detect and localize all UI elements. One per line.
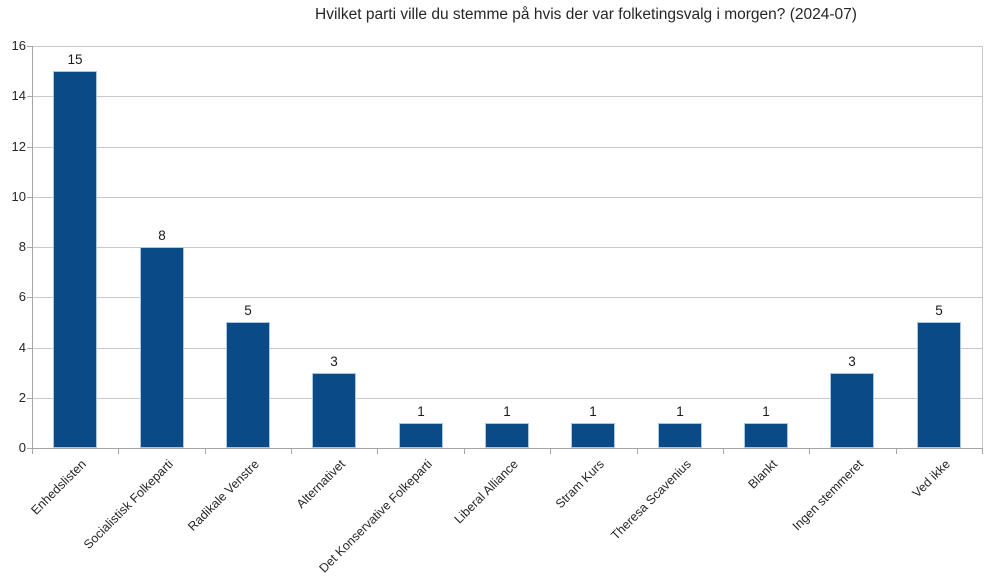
bar-det-konservative-folkeparti	[399, 423, 443, 448]
y-axis-tick-label: 8	[18, 239, 26, 254]
x-axis-tick-mark	[809, 449, 810, 454]
y-axis-tick-mark	[27, 347, 32, 349]
bar-value-label: 8	[158, 228, 166, 243]
bar-radikale-venstre	[226, 322, 270, 448]
x-axis-tick-mark	[32, 449, 33, 454]
bar-socialistisk-folkeparti	[140, 247, 184, 448]
x-axis-tick-mark	[291, 449, 292, 454]
bar-value-label: 3	[848, 354, 856, 369]
y-axis-tick-mark	[27, 397, 32, 399]
x-axis-tick-mark	[982, 449, 983, 454]
x-axis-tick-mark	[896, 449, 897, 454]
bar-value-label: 1	[503, 404, 511, 419]
y-axis-tick-label: 14	[11, 88, 26, 104]
y-axis-tick-mark	[27, 196, 32, 198]
x-axis-tick-mark	[118, 449, 119, 454]
bar-value-label: 1	[676, 404, 684, 419]
x-axis-tick-mark	[377, 449, 378, 454]
y-axis-tick-label: 6	[18, 289, 26, 305]
x-axis-tick-mark	[637, 449, 638, 454]
bar-theresa-scavenius	[658, 423, 702, 448]
x-axis-tick-mark	[464, 449, 465, 454]
x-axis-tick-mark	[550, 449, 551, 454]
gridline	[32, 146, 982, 148]
y-axis-tick-label: 2	[18, 389, 26, 405]
plot-right-border	[982, 46, 983, 448]
y-axis-tick-mark	[27, 297, 32, 299]
gridline	[32, 196, 982, 198]
bar-alternativet	[312, 373, 356, 448]
gridline	[32, 397, 982, 399]
y-axis-tick-label: 12	[11, 138, 26, 154]
x-axis-tick-mark	[205, 449, 206, 454]
y-axis-line	[32, 46, 33, 448]
bar-ved-ikke	[917, 322, 961, 448]
y-axis-tick-mark	[27, 146, 32, 148]
gridline	[32, 247, 982, 248]
bar-value-label: 5	[244, 303, 252, 318]
chart-title: Hvilket parti ville du stemme på hvis de…	[315, 6, 857, 23]
bar-value-label: 5	[935, 303, 943, 318]
bar-ingen-stemmeret	[830, 373, 874, 448]
gridline	[32, 347, 982, 349]
bar-value-label: 1	[417, 404, 425, 419]
bar-value-label: 1	[589, 404, 597, 419]
gridline	[32, 297, 982, 299]
y-axis-tick-mark	[27, 46, 32, 47]
bar-value-label: 1	[762, 404, 770, 419]
y-axis-tick-mark	[27, 448, 32, 449]
y-axis-tick-label: 16	[11, 38, 26, 53]
x-axis-tick-mark	[723, 449, 724, 454]
gridline	[32, 46, 982, 47]
y-axis-tick-mark	[27, 247, 32, 248]
bar-value-label: 3	[330, 354, 338, 369]
y-axis-tick-mark	[27, 96, 32, 98]
y-axis-tick-label: 4	[18, 339, 26, 355]
y-axis-tick-label: 0	[18, 440, 26, 455]
bar-liberal-alliance	[485, 423, 529, 448]
bar-stram-kurs	[571, 423, 615, 448]
x-axis-line	[32, 448, 983, 449]
bar-value-label: 15	[67, 52, 83, 67]
bar-blankt	[744, 423, 788, 448]
bar-enhedslisten	[53, 71, 97, 448]
y-axis-tick-label: 10	[11, 188, 26, 204]
gridline	[32, 96, 982, 98]
